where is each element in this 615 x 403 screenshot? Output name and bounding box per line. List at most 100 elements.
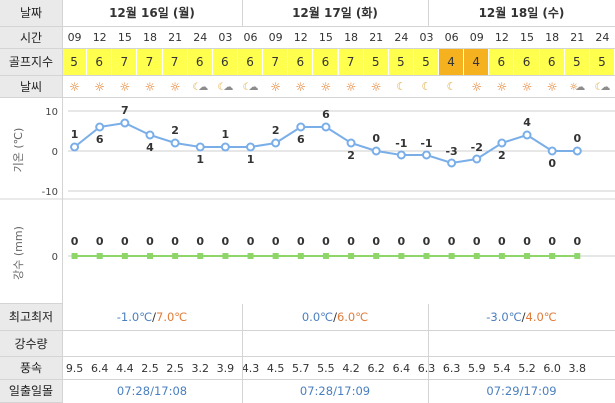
temp-data-label: 2 — [498, 149, 506, 162]
wind-cell: 9.5 — [65, 362, 84, 375]
temp-data-label: 6 — [96, 133, 104, 146]
temp-data-label: -2 — [471, 141, 483, 154]
day-3-sunset: 17:09 — [523, 384, 557, 398]
rain-point — [574, 253, 581, 259]
wind-cell: 5.5 — [317, 362, 335, 375]
time-cell: 03 — [218, 31, 233, 44]
temp-tick-label: 10 — [45, 107, 58, 118]
golf-index-cell: 7 — [338, 49, 364, 75]
time-cell: 09 — [268, 31, 283, 44]
rain-data-label: 0 — [423, 235, 431, 248]
rain-point — [473, 253, 480, 259]
temp-point — [472, 154, 482, 164]
day-3-sun: 07:29/17:09 — [486, 384, 557, 398]
moon-icon: ☾ — [421, 80, 432, 93]
rain-data-label: 0 — [196, 235, 204, 248]
day-2-sunrise: 07:28 — [299, 384, 334, 398]
golf-index-cell: 6 — [313, 49, 339, 75]
rain-point — [549, 253, 556, 259]
rain-point — [297, 253, 304, 259]
rain-tick-label: 0 — [52, 252, 58, 263]
row-label-sun: 일출일몰 — [0, 380, 62, 403]
day-3-sunrise: 07:29 — [486, 384, 520, 398]
wind-row: 9.5 6.4 4.4 2.5 2.5 3.2 3.9 4.3 4.5 5.7 5.5 4.2 6.2 6… — [62, 357, 615, 380]
time-cell: 12 — [293, 31, 308, 44]
rain-point — [146, 253, 153, 259]
precip-row — [62, 331, 615, 357]
temp-data-label: 2 — [347, 149, 355, 162]
sun-cloud-icon: ☼☁ — [569, 82, 586, 93]
row-label-time: 시간 — [0, 27, 62, 49]
golf-index-cell: 5 — [388, 49, 414, 75]
temp-point — [220, 142, 230, 152]
rain-data-label: 0 — [297, 235, 305, 248]
temp-point — [547, 146, 557, 156]
moon-cloud-icon: ☾☁ — [217, 82, 234, 93]
time-cell: 06 — [243, 31, 258, 44]
wind-cell: 3.2 — [191, 362, 209, 375]
wind-cell: 2.5 — [141, 362, 159, 375]
time-cell: 12 — [92, 31, 107, 44]
time-cell: 21 — [369, 31, 384, 44]
golf-index-cell: 7 — [112, 49, 138, 75]
wind-cell: 6.4 — [392, 362, 411, 375]
day-2-sunset: 17:09 — [336, 384, 371, 398]
rain-data-label: 0 — [322, 235, 330, 248]
weather-row: ☼ ☼ ☼ ☼ ☼ ☾☁ ☾☁ ☾☁ ☼ ☼ ☼ ☼ ☼ ☾ ☾ ☾ ☼ ☼ ☼ ☼ ☼☁ ☾☁ — [62, 76, 615, 98]
temp-tick-label: -10 — [42, 187, 58, 198]
wind-cell: 5.2 — [518, 362, 536, 375]
sun-icon: ☼ — [345, 80, 357, 94]
temp-point — [572, 146, 582, 156]
moon-cloud-icon: ☾☁ — [192, 82, 209, 93]
temp-data-label: 1 — [222, 128, 230, 141]
rain-point — [197, 253, 204, 259]
day-1-minmax: -1.0℃/7.0℃ — [116, 310, 188, 324]
time-cell: 18 — [344, 31, 359, 44]
temp-point — [170, 138, 180, 148]
wind-cell: 5.9 — [467, 362, 486, 375]
rain-point — [322, 253, 329, 259]
wind-cell: 2.5 — [166, 362, 184, 375]
temp-point — [346, 138, 356, 148]
wind-cell: 4.4 — [116, 362, 134, 375]
temp-axis-label: 기온 (℃) — [12, 128, 25, 173]
day-3-max: 4.0℃ — [525, 310, 557, 324]
rain-chart: 0 0 0 0 0 0 0 0 0 0 0 0 0 0 0 0 0 0 0 0 0 0 — [52, 235, 615, 263]
separator-day-3-top — [428, 0, 429, 27]
moon-icon: ☾ — [396, 80, 407, 93]
temp-tick-label: 0 — [52, 147, 58, 158]
temp-point — [195, 142, 205, 152]
temp-data-label: 2 — [272, 124, 280, 137]
golf-index-cell: 6 — [539, 49, 565, 75]
time-cell: 15 — [318, 31, 333, 44]
golf-index-cell: 6 — [187, 49, 213, 75]
temp-point — [371, 146, 381, 156]
temp-data-label: 6 — [322, 108, 330, 121]
rain-point — [398, 253, 405, 259]
golf-index-cell: 7 — [137, 49, 163, 75]
minmax-row: -1.0℃/7.0℃ 0.0℃/6.0℃ -3.0℃/4.0℃ — [62, 304, 615, 331]
rain-data-label: 0 — [222, 235, 230, 248]
rain-data-label: 0 — [573, 235, 581, 248]
day-3-minmax: -3.0℃/4.0℃ — [486, 310, 557, 324]
rain-data-label: 0 — [347, 235, 355, 248]
wind-cell: 4.2 — [342, 362, 360, 375]
temp-data-label: 0 — [372, 132, 380, 145]
rain-point — [222, 253, 229, 259]
row-label-wind: 풍속 — [0, 357, 62, 380]
wind-cell: 6.3 — [417, 362, 436, 375]
temp-data-label: 2 — [171, 124, 179, 137]
sun-icon: ☼ — [270, 80, 282, 94]
wind-cell: 5.7 — [292, 362, 310, 375]
sun-icon: ☼ — [119, 80, 131, 94]
time-cell: 15 — [117, 31, 132, 44]
rain-point — [448, 253, 455, 259]
wind-cell: 3.8 — [568, 362, 587, 375]
time-cell: 24 — [193, 31, 208, 44]
moon-cloud-icon: ☾☁ — [242, 82, 259, 93]
rain-data-label: 0 — [498, 235, 506, 248]
temp-data-label: 1 — [71, 128, 79, 141]
golf-index-cell: 5 — [564, 49, 590, 75]
sun-icon: ☼ — [546, 80, 558, 94]
